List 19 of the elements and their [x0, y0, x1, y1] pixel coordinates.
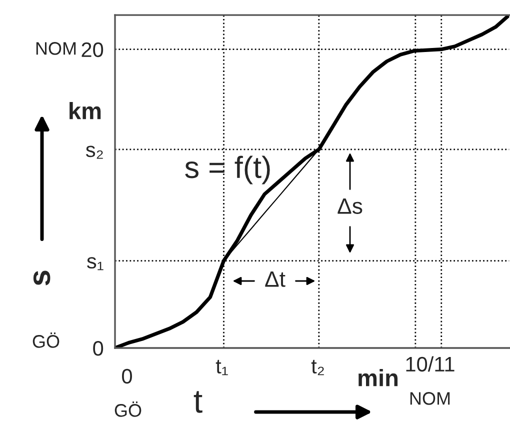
annotation: Δs [338, 198, 362, 214]
x-axis-title: t [194, 391, 202, 413]
y-axis-title: s [33, 270, 50, 286]
y-tick-label: 20 [82, 42, 104, 58]
annotation: s = f(t) [185, 156, 270, 184]
text: 10/11 [406, 356, 454, 372]
y-tick-label: s₁ [87, 257, 104, 270]
text: km [70, 102, 101, 120]
text: min [358, 368, 398, 386]
text: GÖ [114, 402, 142, 417]
text: t₁ [216, 360, 228, 376]
y-tick-label: 0 [93, 340, 104, 356]
text: t₂ [311, 360, 324, 376]
annotation: Δt [265, 271, 286, 287]
y-tick-label: s₂ [86, 146, 103, 159]
text: NOM [410, 392, 450, 405]
text: GÖ [32, 332, 60, 348]
text: 0 [122, 368, 132, 384]
text: NOM [36, 42, 76, 55]
